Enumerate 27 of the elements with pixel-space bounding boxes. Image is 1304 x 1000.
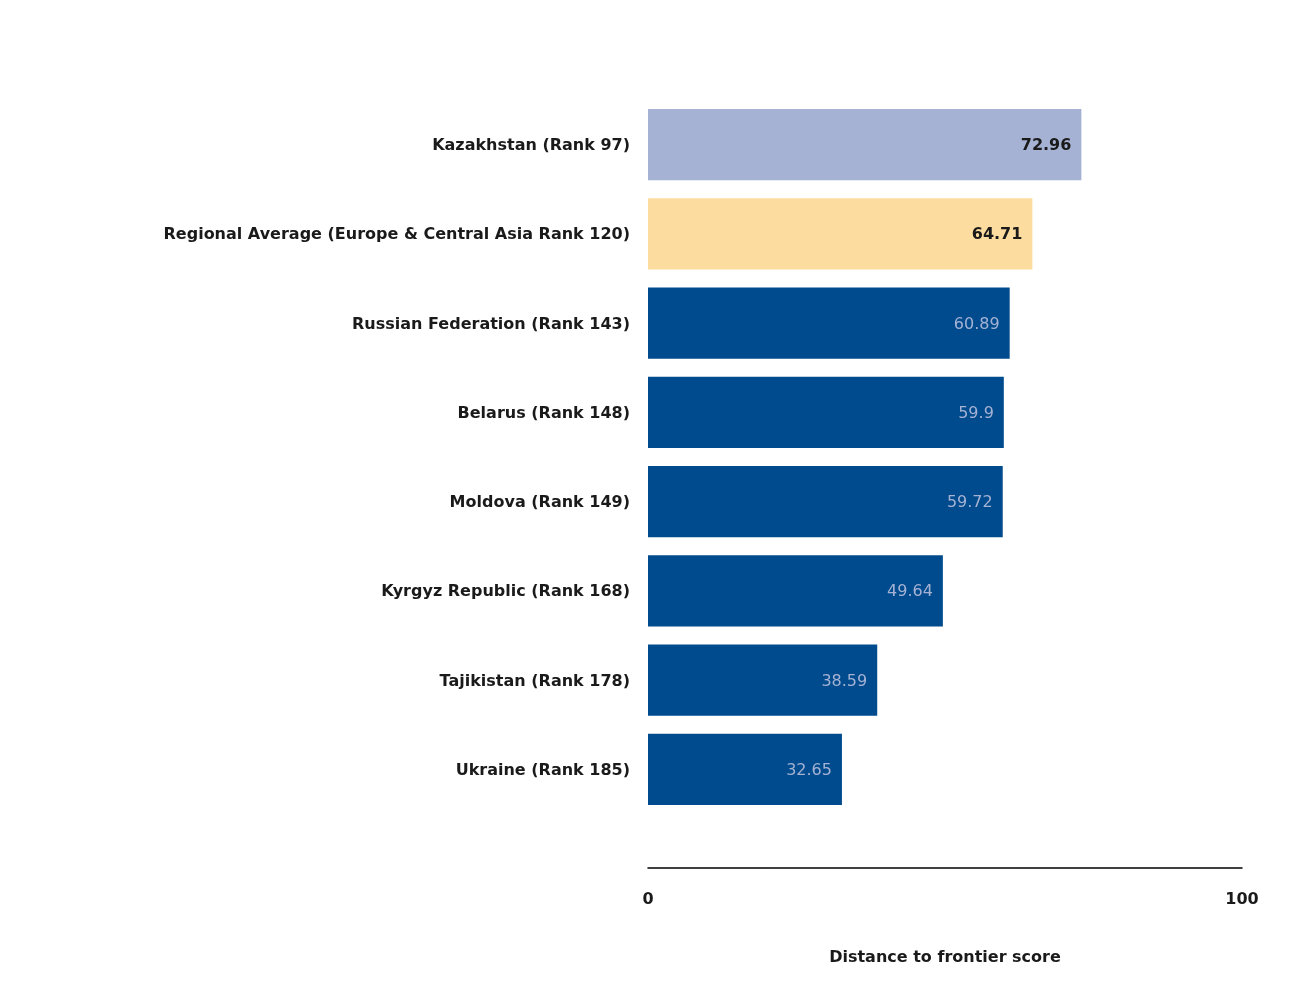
data-label: 64.71 — [971, 224, 1023, 244]
x-axis-title: Distance to frontier score — [829, 946, 1061, 966]
y-tick-label: Belarus (Rank 148) — [457, 402, 630, 422]
data-label: 59.9 — [958, 402, 994, 422]
bar — [648, 644, 878, 716]
bar — [648, 733, 842, 806]
data-label: 59.72 — [946, 492, 993, 512]
bar — [648, 465, 1003, 538]
y-tick-label: Russian Federation (Rank 143) — [352, 313, 630, 333]
y-tick-label: Kazakhstan (Rank 97) — [432, 135, 630, 155]
y-tick-label: Regional Average (Europe & Central Asia Rank 120) — [163, 224, 630, 244]
bar — [648, 108, 1082, 181]
data-label: 32.65 — [786, 759, 832, 779]
y-tick-label: Ukraine (Rank 185) — [455, 759, 630, 779]
data-label: 38.59 — [821, 670, 868, 690]
bar — [648, 287, 1010, 359]
data-label: 60.89 — [953, 313, 1000, 333]
bar — [648, 555, 943, 627]
bar — [648, 376, 1004, 449]
y-tick-label: Tajikistan (Rank 178) — [439, 670, 630, 690]
x-tick-label: 0 — [642, 888, 654, 908]
x-tick-label: 100 — [1225, 888, 1259, 908]
data-label: 72.96 — [1020, 135, 1072, 155]
y-tick-label: Kyrgyz Republic (Rank 168) — [381, 581, 630, 601]
bar — [648, 198, 1033, 270]
data-label: 49.64 — [887, 581, 933, 601]
y-tick-label: Moldova (Rank 149) — [449, 492, 630, 512]
